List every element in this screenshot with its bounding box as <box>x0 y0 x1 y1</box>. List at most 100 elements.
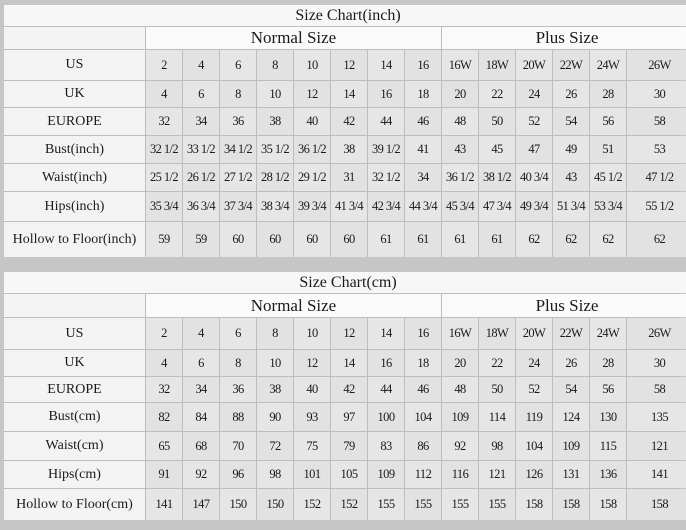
size-cell: 54 <box>553 377 589 402</box>
size-cell: 4 <box>183 318 219 349</box>
size-cell: 61 <box>405 222 441 257</box>
size-cell: 116 <box>442 461 478 488</box>
size-cell: 20W <box>516 50 552 80</box>
size-cell: 26 <box>553 350 589 376</box>
size-cell: 36 1/2 <box>294 136 330 163</box>
size-cell: 68 <box>183 432 219 460</box>
size-cell: 38 1/2 <box>479 164 515 191</box>
size-cell: 86 <box>405 432 441 460</box>
size-cell: 155 <box>405 489 441 520</box>
row-label: Hips(cm) <box>4 461 145 488</box>
size-cell: 150 <box>257 489 293 520</box>
size-cell: 104 <box>516 432 552 460</box>
size-cell: 152 <box>294 489 330 520</box>
size-cell: 14 <box>368 50 404 80</box>
size-cell: 10 <box>257 350 293 376</box>
size-cell: 30 <box>627 81 686 107</box>
size-cell: 41 <box>405 136 441 163</box>
size-cell: 14 <box>331 350 367 376</box>
size-cell: 45 3/4 <box>442 192 478 221</box>
row-label: US <box>4 50 145 80</box>
size-cell: 52 <box>516 377 552 402</box>
size-cell: 32 <box>146 108 182 135</box>
size-cell: 40 3/4 <box>516 164 552 191</box>
size-cell: 28 1/2 <box>257 164 293 191</box>
size-cell: 158 <box>590 489 626 520</box>
size-cell: 8 <box>257 318 293 349</box>
size-cell: 40 <box>294 108 330 135</box>
size-cell: 4 <box>146 350 182 376</box>
size-cell: 46 <box>405 108 441 135</box>
size-cell: 16 <box>405 318 441 349</box>
size-cell: 88 <box>220 403 256 431</box>
size-cell: 48 <box>442 108 478 135</box>
size-cell: 38 <box>257 108 293 135</box>
size-cell: 35 3/4 <box>146 192 182 221</box>
size-cell: 124 <box>553 403 589 431</box>
size-cell: 45 1/2 <box>590 164 626 191</box>
size-cell: 155 <box>442 489 478 520</box>
size-cell: 51 <box>590 136 626 163</box>
size-cell: 92 <box>183 461 219 488</box>
size-cell: 36 <box>220 108 256 135</box>
size-cell: 44 <box>368 108 404 135</box>
size-cell: 2 <box>146 50 182 80</box>
size-cell: 100 <box>368 403 404 431</box>
size-cell: 90 <box>257 403 293 431</box>
size-cell: 34 <box>405 164 441 191</box>
size-cell: 91 <box>146 461 182 488</box>
size-cell: 16W <box>442 50 478 80</box>
size-cell: 30 <box>627 350 686 376</box>
size-cell: 45 <box>479 136 515 163</box>
size-cell: 119 <box>516 403 552 431</box>
size-cell: 10 <box>294 318 330 349</box>
size-cell: 22W <box>553 50 589 80</box>
size-chart-inch: Size Chart(inch) Normal Size Plus Size U… <box>4 5 686 257</box>
size-cell: 44 <box>368 377 404 402</box>
row-label: US <box>4 318 145 349</box>
row-label: Hips(inch) <box>4 192 145 221</box>
size-cell: 26 <box>553 81 589 107</box>
size-cell: 158 <box>516 489 552 520</box>
size-cell: 54 <box>553 108 589 135</box>
size-cell: 62 <box>627 222 686 257</box>
size-cell: 8 <box>220 350 256 376</box>
size-cell: 43 <box>442 136 478 163</box>
size-cell: 14 <box>368 318 404 349</box>
size-cell: 6 <box>183 81 219 107</box>
size-cell: 35 1/2 <box>257 136 293 163</box>
size-cell: 126 <box>516 461 552 488</box>
size-cell: 105 <box>331 461 367 488</box>
normal-size-header: Normal Size <box>146 294 441 317</box>
size-cell: 114 <box>479 403 515 431</box>
corner-cell <box>4 27 145 49</box>
size-cell: 50 <box>479 377 515 402</box>
size-cell: 22 <box>479 350 515 376</box>
size-cell: 75 <box>294 432 330 460</box>
size-cell: 8 <box>257 50 293 80</box>
size-cell: 42 3/4 <box>368 192 404 221</box>
size-cell: 12 <box>294 350 330 376</box>
size-cell: 6 <box>183 350 219 376</box>
size-cell: 37 3/4 <box>220 192 256 221</box>
size-cell: 24 <box>516 81 552 107</box>
size-cell: 4 <box>183 50 219 80</box>
size-cell: 141 <box>146 489 182 520</box>
plus-size-header: Plus Size <box>442 27 686 49</box>
size-cell: 98 <box>257 461 293 488</box>
size-cell: 32 <box>146 377 182 402</box>
size-cell: 16W <box>442 318 478 349</box>
size-cell: 136 <box>590 461 626 488</box>
size-cell: 62 <box>516 222 552 257</box>
size-cell: 43 <box>553 164 589 191</box>
size-cell: 61 <box>479 222 515 257</box>
size-cell: 53 3/4 <box>590 192 626 221</box>
size-cell: 93 <box>294 403 330 431</box>
size-cell: 56 <box>590 377 626 402</box>
row-label: Bust(cm) <box>4 403 145 431</box>
size-cell: 130 <box>590 403 626 431</box>
size-cell: 16 <box>405 50 441 80</box>
chart-title: Size Chart(cm) <box>4 272 686 293</box>
size-cell: 49 <box>553 136 589 163</box>
size-cell: 84 <box>183 403 219 431</box>
